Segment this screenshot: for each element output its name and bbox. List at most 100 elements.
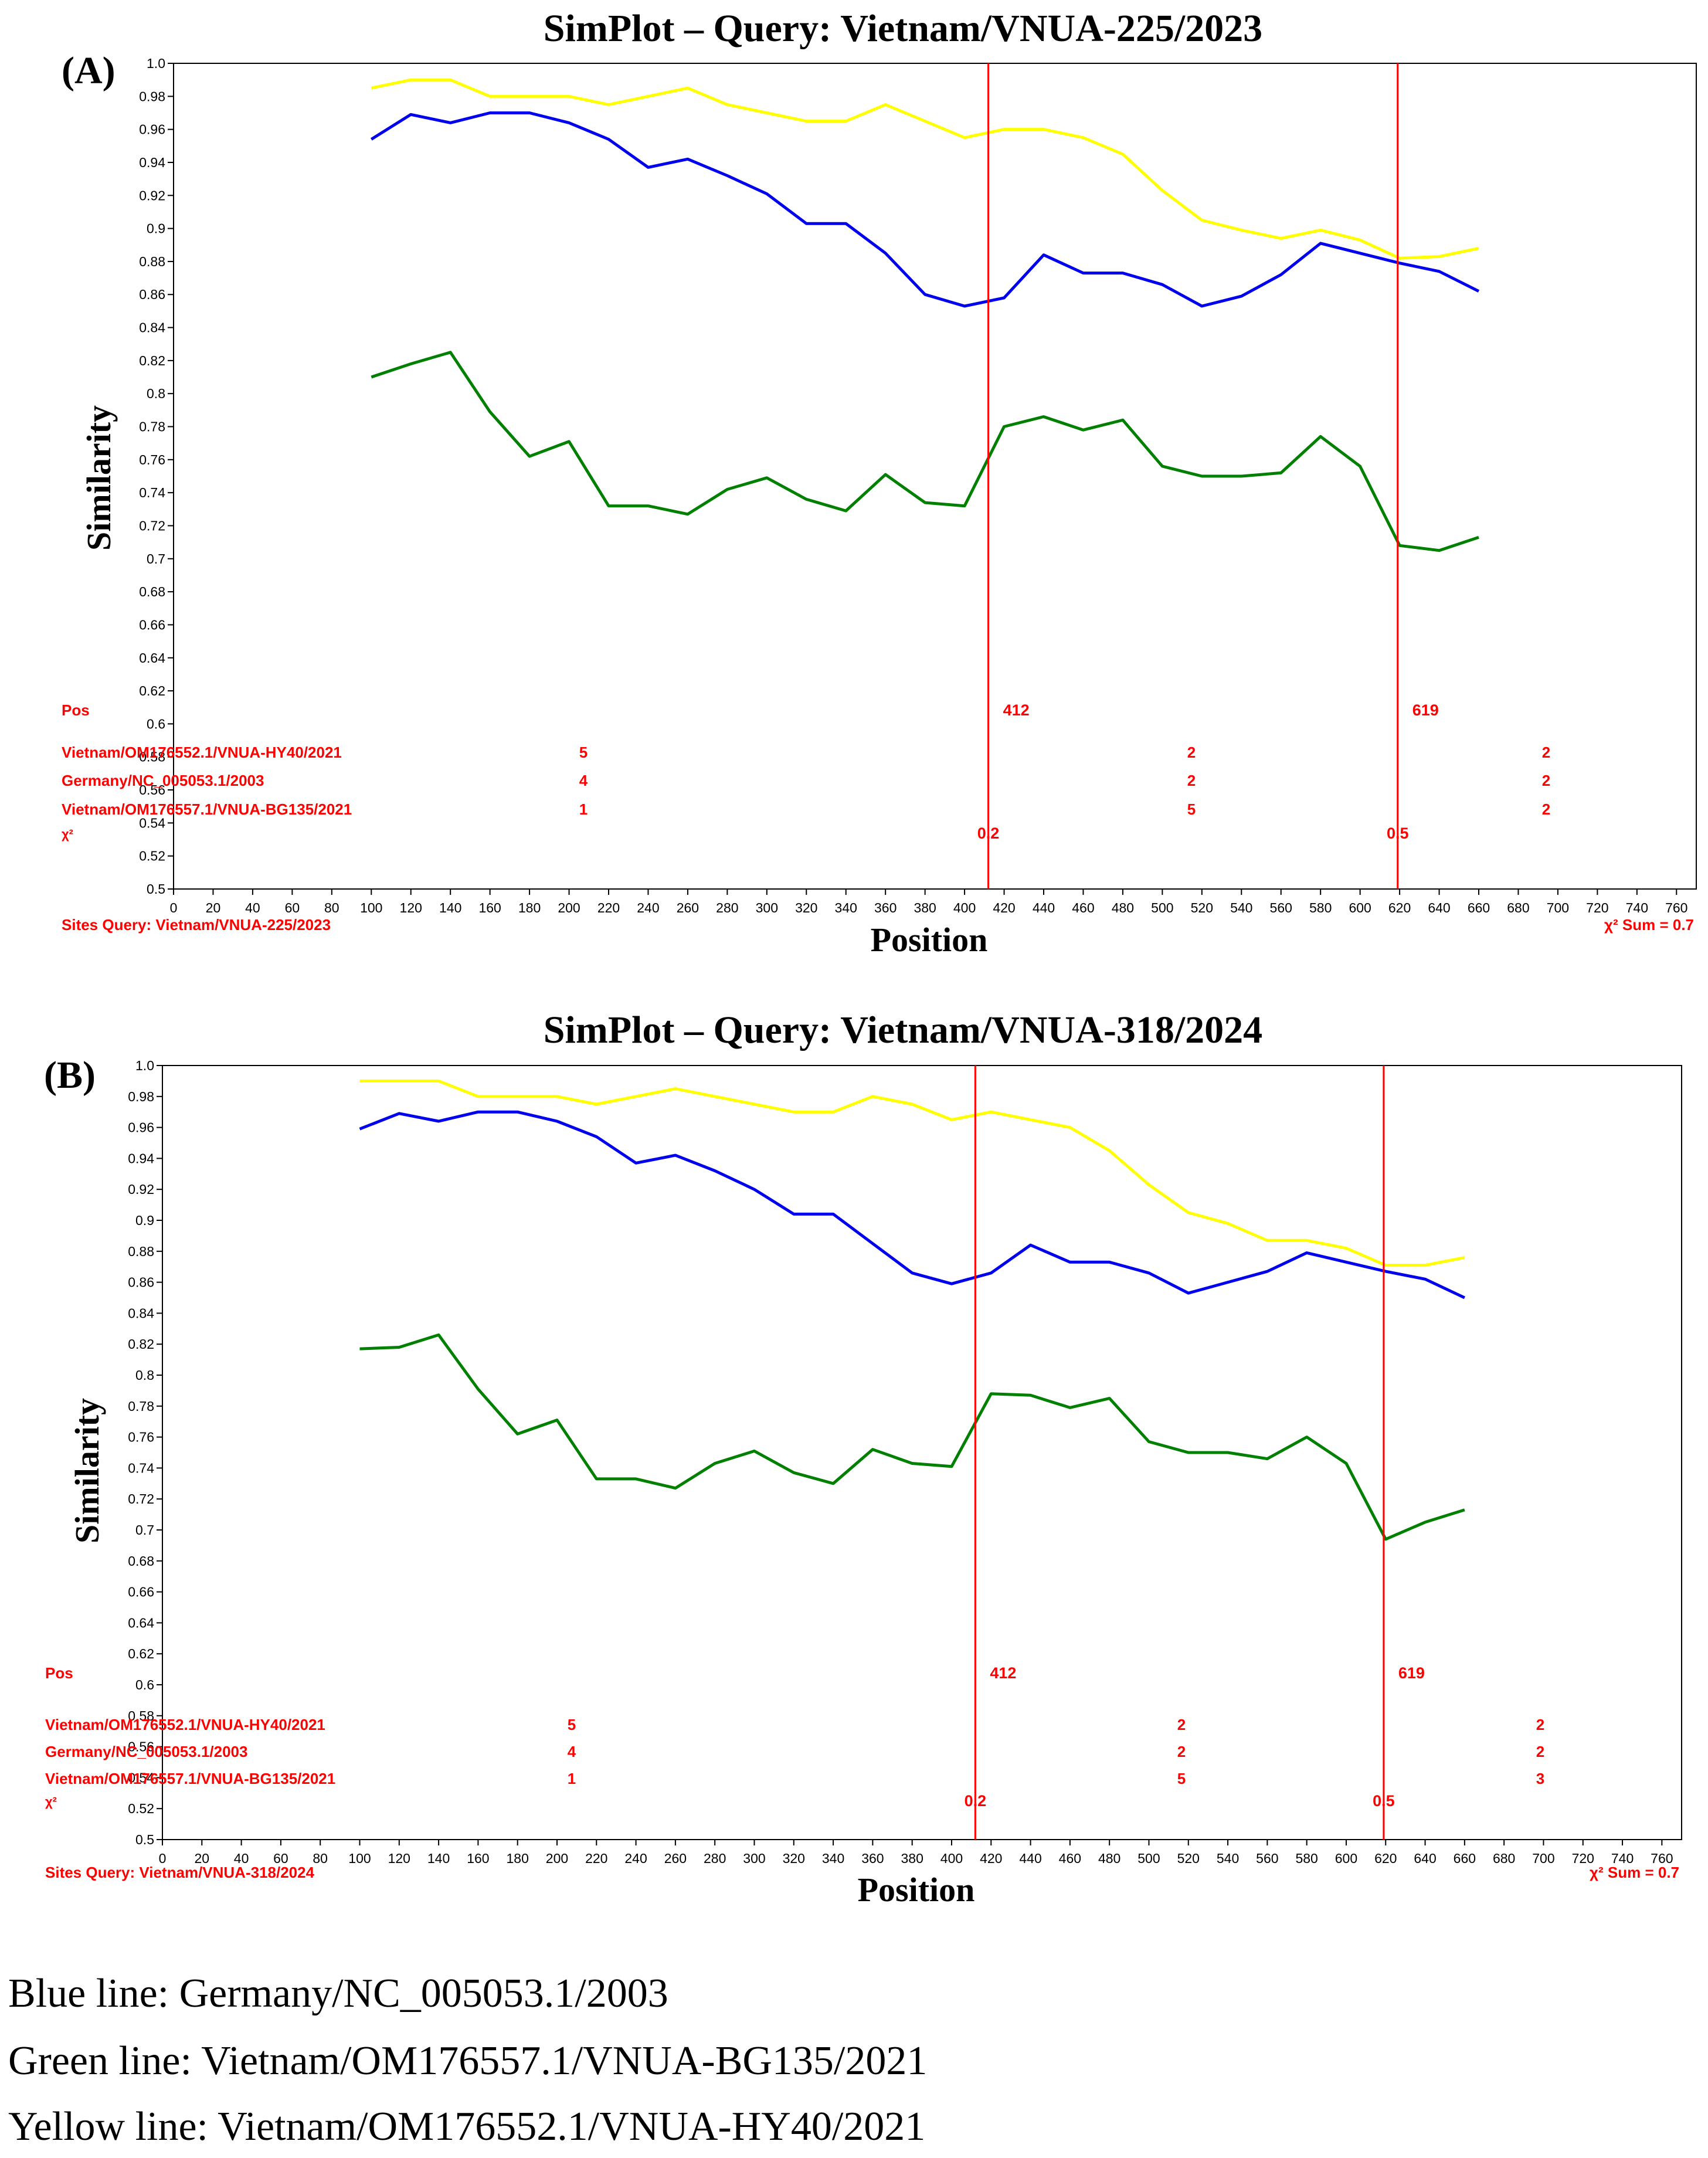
breakpoint-chi2: 0.2: [965, 1792, 987, 1810]
table-cell: 2: [1542, 744, 1550, 761]
x-tick-label: 120: [388, 1851, 410, 1866]
y-tick-label: 0.78: [128, 1399, 154, 1414]
y-tick-label: 0.5: [135, 1832, 154, 1847]
x-tick-label: 240: [624, 1851, 647, 1866]
x-tick-label: 680: [1493, 1851, 1515, 1866]
y-tick-label: 0.52: [128, 1801, 154, 1816]
x-tick-label: 380: [914, 900, 936, 915]
x-tick-label: 720: [1586, 900, 1608, 915]
x-tick-label: 280: [704, 1851, 726, 1866]
x-tick-label: 400: [953, 900, 976, 915]
chi2-label: χ²: [62, 827, 73, 842]
y-tick-label: 0.58: [128, 1708, 154, 1723]
table-row-name: Vietnam/OM176552.1/VNUA-HY40/2021: [62, 744, 342, 761]
x-tick-label: 520: [1177, 1851, 1200, 1866]
x-tick-label: 340: [835, 900, 857, 915]
x-tick-label: 540: [1230, 900, 1252, 915]
simplot-panel-a: SimPlot – Query: Vietnam/VNUA-225/2023 (A…: [62, 7, 1697, 959]
y-tick-label: 1.0: [135, 1058, 154, 1073]
breakpoint-label: 619: [1412, 701, 1439, 719]
y-tick-label: 0.6: [135, 1677, 154, 1692]
y-tick-label: 0.82: [139, 353, 165, 368]
table-row-name: Germany/NC_005053.1/2003: [62, 772, 264, 789]
x-tick-label: 600: [1349, 900, 1371, 915]
x-tick-label: 260: [677, 900, 699, 915]
breakpoint-label: 619: [1398, 1664, 1425, 1682]
table-cell: 4: [568, 1743, 576, 1760]
x-tick-label: 80: [324, 900, 339, 915]
breakpoint-chi2: 0.2: [977, 824, 1000, 842]
x-tick-label: 60: [285, 900, 300, 915]
y-tick-label: 0.92: [128, 1182, 154, 1197]
x-tick-label: 260: [664, 1851, 687, 1866]
caption-yellow: Yellow line: Vietnam/OM176552.1/VNUA-HY4…: [8, 2104, 926, 2149]
y-tick-label: 0.72: [128, 1491, 154, 1506]
y-tick-label: 0.62: [139, 683, 165, 698]
x-tick-label: 100: [360, 900, 382, 915]
y-tick-label: 0.68: [139, 584, 165, 599]
x-tick-label: 740: [1611, 1851, 1634, 1866]
breakpoint-chi2: 0.5: [1387, 824, 1409, 842]
x-tick-label: 700: [1532, 1851, 1554, 1866]
plot-frame: [162, 1065, 1682, 1840]
table-cell: 4: [579, 772, 588, 789]
x-tick-label: 0: [159, 1851, 167, 1866]
simplot-panel-b: SimPlot – Query: Vietnam/VNUA-318/2024 (B…: [44, 1009, 1682, 1909]
x-axis-label: Position: [858, 1871, 975, 1909]
caption-blue: Blue line: Germany/NC_005053.1/2003: [8, 1971, 668, 2016]
y-tick-label: 0.7: [147, 551, 165, 566]
y-tick-label: 0.84: [139, 320, 165, 335]
y-tick-label: 0.98: [128, 1089, 154, 1104]
chi2-sum: χ² Sum = 0.7: [1590, 1864, 1679, 1881]
x-tick-label: 640: [1428, 900, 1450, 915]
table-row-name: Vietnam/OM176557.1/VNUA-BG135/2021: [45, 1770, 335, 1787]
x-tick-label: 660: [1468, 900, 1490, 915]
y-tick-label: 0.94: [139, 155, 165, 170]
x-tick-label: 140: [427, 1851, 450, 1866]
y-tick-label: 0.64: [139, 650, 165, 666]
x-tick-label: 480: [1112, 900, 1134, 915]
y-tick-label: 0.54: [128, 1770, 154, 1785]
y-tick-label: 0.88: [128, 1244, 154, 1259]
y-tick-label: 0.56: [139, 782, 165, 798]
y-tick-label: 0.76: [139, 452, 165, 467]
x-tick-label: 220: [597, 900, 620, 915]
x-tick-label: 580: [1309, 900, 1332, 915]
x-tick-label: 200: [558, 900, 580, 915]
x-tick-label: 0: [170, 900, 178, 915]
series-line-yellow: [359, 1079, 1465, 1267]
x-tick-label: 460: [1072, 900, 1094, 915]
y-tick-label: 0.58: [139, 749, 165, 765]
y-tick-label: 0.66: [128, 1584, 154, 1600]
y-tick-label: 0.74: [128, 1460, 154, 1475]
x-tick-label: 700: [1547, 900, 1569, 915]
table-row-name: Vietnam/OM176557.1/VNUA-BG135/2021: [62, 800, 352, 818]
x-tick-label: 440: [1033, 900, 1055, 915]
breakpoint-chi2: 0.5: [1373, 1792, 1395, 1810]
sites-query: Sites Query: Vietnam/VNUA-318/2024: [45, 1864, 315, 1881]
x-tick-label: 240: [637, 900, 659, 915]
x-tick-label: 520: [1191, 900, 1213, 915]
x-tick-label: 580: [1295, 1851, 1317, 1866]
x-tick-label: 560: [1270, 900, 1292, 915]
x-tick-label: 760: [1665, 900, 1687, 915]
x-tick-label: 100: [348, 1851, 371, 1866]
y-tick-label: 0.8: [147, 386, 165, 401]
x-tick-label: 660: [1454, 1851, 1476, 1866]
x-tick-label: 740: [1626, 900, 1648, 915]
panel-label: (B): [44, 1054, 96, 1097]
table-cell: 1: [568, 1770, 576, 1787]
x-tick-label: 360: [861, 1851, 884, 1866]
chi2-label: χ²: [45, 1794, 57, 1809]
y-tick-label: 0.64: [128, 1615, 154, 1630]
x-tick-label: 440: [1019, 1851, 1041, 1866]
y-tick-label: 0.96: [128, 1120, 154, 1135]
table-cell: 2: [1177, 1716, 1186, 1733]
x-tick-label: 540: [1217, 1851, 1239, 1866]
x-tick-label: 340: [822, 1851, 844, 1866]
x-tick-label: 20: [195, 1851, 210, 1866]
x-tick-label: 360: [874, 900, 897, 915]
y-tick-label: 0.52: [139, 849, 165, 864]
y-tick-label: 0.68: [128, 1553, 154, 1569]
